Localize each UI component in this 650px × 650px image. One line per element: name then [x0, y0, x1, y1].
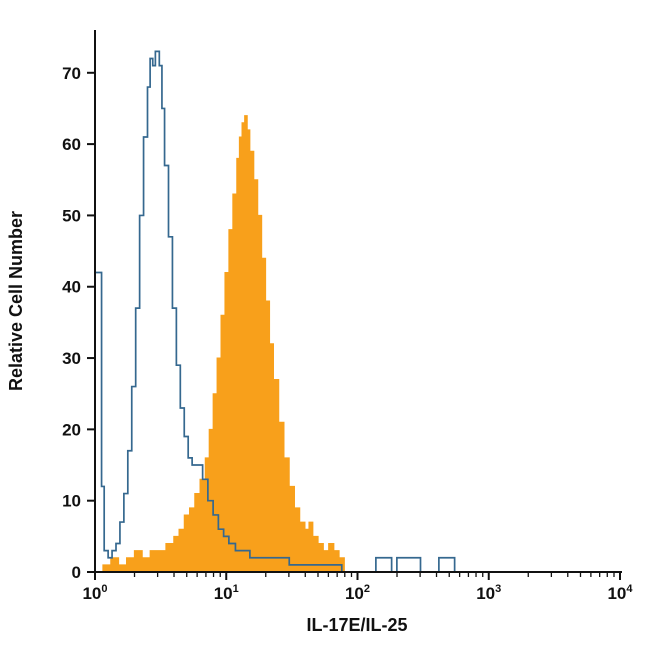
y-tick-label: 20	[62, 420, 81, 439]
x-tick-label: 102	[345, 583, 370, 603]
x-tick-label: 101	[214, 583, 239, 603]
x-axis-title: IL-17E/IL-25	[306, 615, 407, 635]
stained-filled-histogram	[95, 115, 620, 573]
y-axis-title: Relative Cell Number	[6, 211, 26, 391]
y-tick-label: 10	[62, 492, 81, 511]
y-tick-label: 40	[62, 278, 81, 297]
x-tick-label: 100	[82, 583, 107, 603]
x-tick-label: 103	[476, 583, 501, 603]
y-tick-label: 50	[62, 206, 81, 225]
y-tick-label: 30	[62, 349, 81, 368]
chart-layer: 0 10 20 30 40 50 60 70 100 101 102 103 104	[62, 30, 633, 603]
y-tick-label: 70	[62, 64, 81, 83]
control-open-histogram	[94, 50, 620, 573]
y-tick-label: 0	[72, 563, 81, 582]
y-tick-label: 60	[62, 135, 81, 154]
x-tick-label: 104	[607, 583, 633, 603]
